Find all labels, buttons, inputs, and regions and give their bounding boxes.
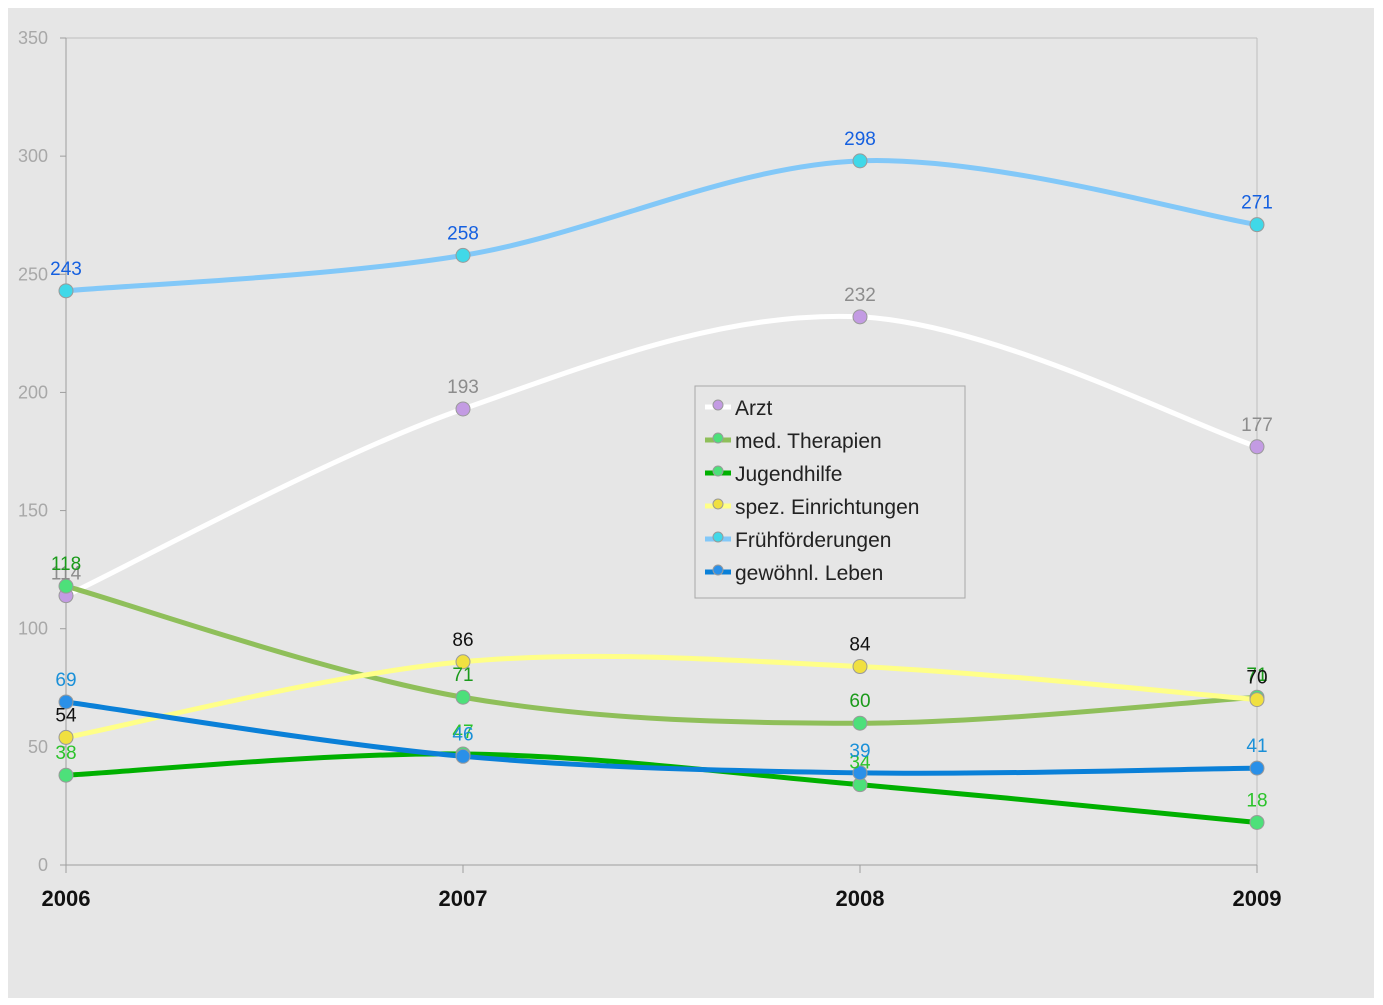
data-label: 298 [844,129,876,150]
data-point [852,153,868,169]
legend-swatch-marker [712,498,724,510]
data-point [852,765,868,781]
data-point [1249,760,1265,776]
data-label: 39 [849,741,870,762]
axes: 0 50 100 150 200 250 300 350 2006 2007 2008 2009 [18,28,1282,911]
data-point [455,654,471,670]
series-line-1 [63,583,1260,726]
data-label: 54 [55,705,77,726]
legend-swatch-marker [712,432,724,444]
data-label: 232 [844,285,876,306]
data-label: 177 [1241,415,1273,436]
data-point [58,283,74,299]
x-tick-label: 2007 [439,886,488,911]
data-point [58,694,74,710]
data-label: 271 [1241,193,1273,214]
data-point [1249,439,1265,455]
data-point [455,401,471,417]
y-tick-label: 250 [18,264,48,284]
legend-box [694,385,966,599]
data-label: 38 [55,743,76,764]
data-point [455,247,471,263]
data-label: 114 [51,564,82,585]
legend-swatch-marker [712,465,724,477]
data-label: 18 [1246,790,1267,811]
data-point [455,748,471,764]
data-point [58,729,74,745]
legend: Arzt med. Therapien Jugendhilfe spez. Einri… [694,385,966,599]
data-point [852,715,868,731]
legend-label: med. Therapien [735,430,882,453]
y-tick-label: 350 [18,28,48,48]
series-line-3 [63,653,1260,740]
data-point [852,309,868,325]
legend-swatch-marker [712,564,724,576]
data-point [852,659,868,675]
y-tick-label: 0 [38,855,48,875]
legend-swatch-marker [712,531,724,543]
legend-label: spez. Einrichtungen [735,496,919,519]
x-tick-label: 2008 [836,886,885,911]
y-tick-label: 300 [18,146,48,166]
data-label: 46 [452,724,473,745]
y-tick-label: 150 [18,501,48,521]
legend-swatch-marker [712,399,724,411]
series-line-4 [63,158,1260,294]
data-label: 70 [1246,668,1267,689]
chart-background [8,8,1374,998]
y-tick-label: 100 [18,619,48,639]
x-tick-label: 2006 [42,886,91,911]
data-label: 47 [452,722,473,743]
data-labels: 114 193 232 177 118 71 60 71 38 47 34 18 54 86 84 70 243… [50,129,1273,812]
series-line-2 [63,751,1260,825]
legend-label: Jugendhilfe [735,463,842,486]
data-label: 34 [849,753,871,774]
data-point [1249,217,1265,233]
data-point [455,689,471,705]
data-label: 71 [1246,665,1267,686]
legend-label: gewöhnl. Leben [735,562,883,585]
data-label: 258 [447,223,479,244]
x-tick-label: 2009 [1233,886,1282,911]
data-point [1249,814,1265,830]
series-lines [58,153,1265,830]
data-label: 41 [1246,736,1267,757]
data-label: 84 [849,635,871,656]
data-label: 193 [447,377,479,398]
y-tick-label: 50 [28,737,48,757]
data-point [1249,692,1265,708]
data-label: 71 [452,665,473,686]
y-tick-label: 200 [18,382,48,402]
series-line-0 [63,313,1260,599]
series-line-5 [63,699,1260,776]
data-label: 243 [50,259,82,280]
legend-label: Arzt [735,397,773,420]
data-label: 86 [452,630,473,651]
data-label: 69 [55,670,76,691]
data-label: 118 [51,554,81,575]
data-point [58,578,74,594]
data-point [58,767,74,783]
legend-label: Frühförderungen [735,529,891,552]
data-label: 60 [849,691,870,712]
